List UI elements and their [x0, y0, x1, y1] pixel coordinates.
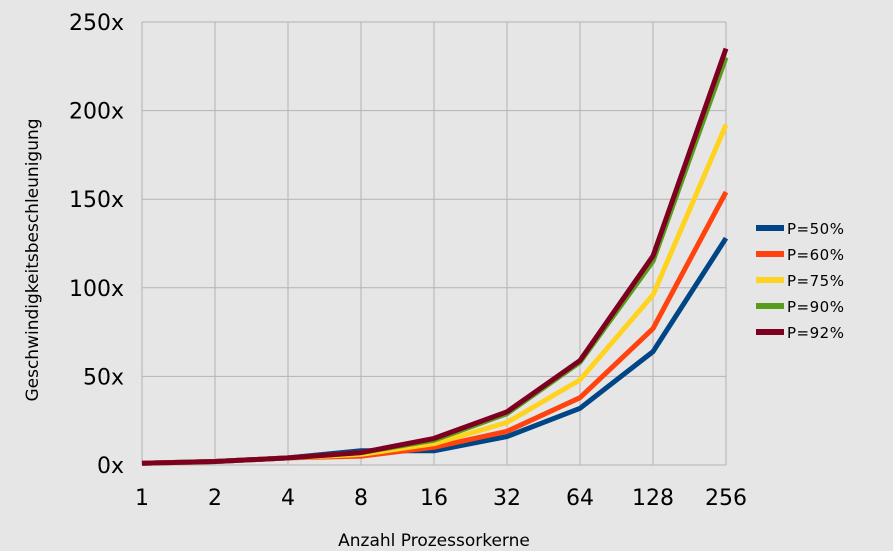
y-tick-label: 100x — [69, 277, 124, 302]
series-line-p92 — [141, 47, 729, 466]
y-tick-label: 250x — [69, 11, 124, 36]
legend-label: P=90% — [787, 298, 844, 316]
y-axis-tick-labels: 0x 50x 100x 150x 200x 250x — [69, 11, 124, 479]
legend-label: P=92% — [787, 324, 844, 342]
x-tick-label: 1 — [135, 486, 149, 511]
legend-swatch — [756, 225, 784, 231]
x-tick-label: 32 — [493, 486, 521, 511]
legend-swatch — [756, 277, 784, 283]
series-lines — [141, 47, 729, 466]
legend-label: P=50% — [787, 220, 844, 238]
y-axis-title: Geschwindigkeitsbeschleunigung — [23, 118, 43, 401]
x-tick-label: 4 — [281, 486, 295, 511]
y-tick-label: 200x — [69, 100, 124, 125]
legend-swatch — [756, 251, 784, 257]
x-tick-label: 2 — [208, 486, 222, 511]
legend-label: P=75% — [787, 272, 844, 290]
x-axis-title: Anzahl Prozessorkerne — [338, 531, 530, 551]
y-tick-label: 150x — [69, 188, 124, 213]
y-tick-label: 0x — [97, 454, 124, 479]
x-tick-label: 128 — [632, 486, 674, 511]
x-tick-label: 16 — [420, 486, 448, 511]
y-tick-label: 50x — [83, 365, 124, 390]
legend-swatch — [756, 329, 784, 335]
legend-swatch — [756, 303, 784, 309]
x-tick-label: 64 — [566, 486, 594, 511]
legend: P=50% P=60% P=75% P=90% P=92% — [756, 220, 844, 342]
x-tick-label: 8 — [354, 486, 368, 511]
x-tick-label: 256 — [705, 486, 747, 511]
grid — [141, 21, 727, 466]
legend-label: P=60% — [787, 246, 844, 264]
x-axis-tick-labels: 1 2 4 8 16 32 64 128 256 — [135, 486, 747, 511]
